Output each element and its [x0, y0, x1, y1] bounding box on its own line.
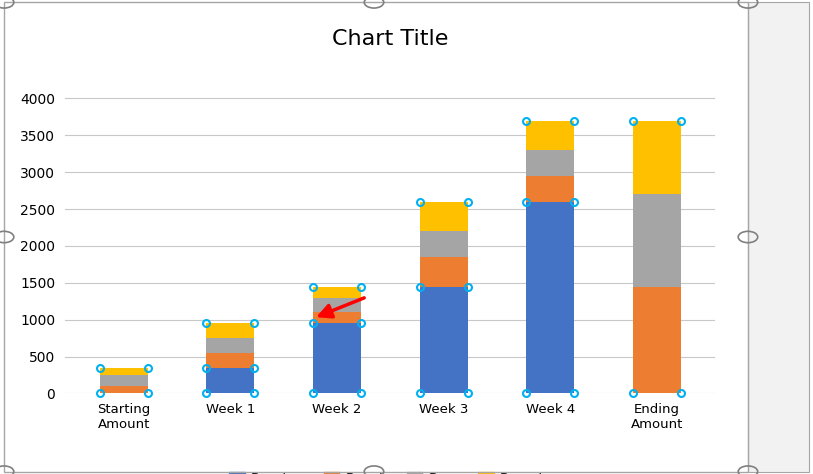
Bar [420, 257, 467, 286]
Bar [313, 286, 361, 298]
Bar [633, 194, 680, 286]
Bar [100, 368, 148, 375]
Bar [526, 120, 574, 150]
Bar [526, 202, 574, 393]
Bar [207, 353, 254, 368]
Bar [633, 120, 680, 194]
Bar [633, 286, 680, 393]
Bar [313, 323, 361, 393]
Legend: Baseline, Bagels, Buns, Biscuits: Baseline, Bagels, Buns, Biscuits [224, 466, 557, 474]
Bar [313, 298, 361, 312]
Bar [526, 150, 574, 176]
Bar [100, 375, 148, 386]
Title: Chart Title: Chart Title [332, 29, 449, 49]
Bar [420, 286, 467, 393]
Bar [420, 202, 467, 231]
Bar [313, 312, 361, 323]
Bar [100, 386, 148, 393]
Bar [420, 231, 467, 257]
Bar [207, 323, 254, 338]
Bar [207, 338, 254, 353]
Bar [526, 176, 574, 202]
Bar [207, 368, 254, 393]
